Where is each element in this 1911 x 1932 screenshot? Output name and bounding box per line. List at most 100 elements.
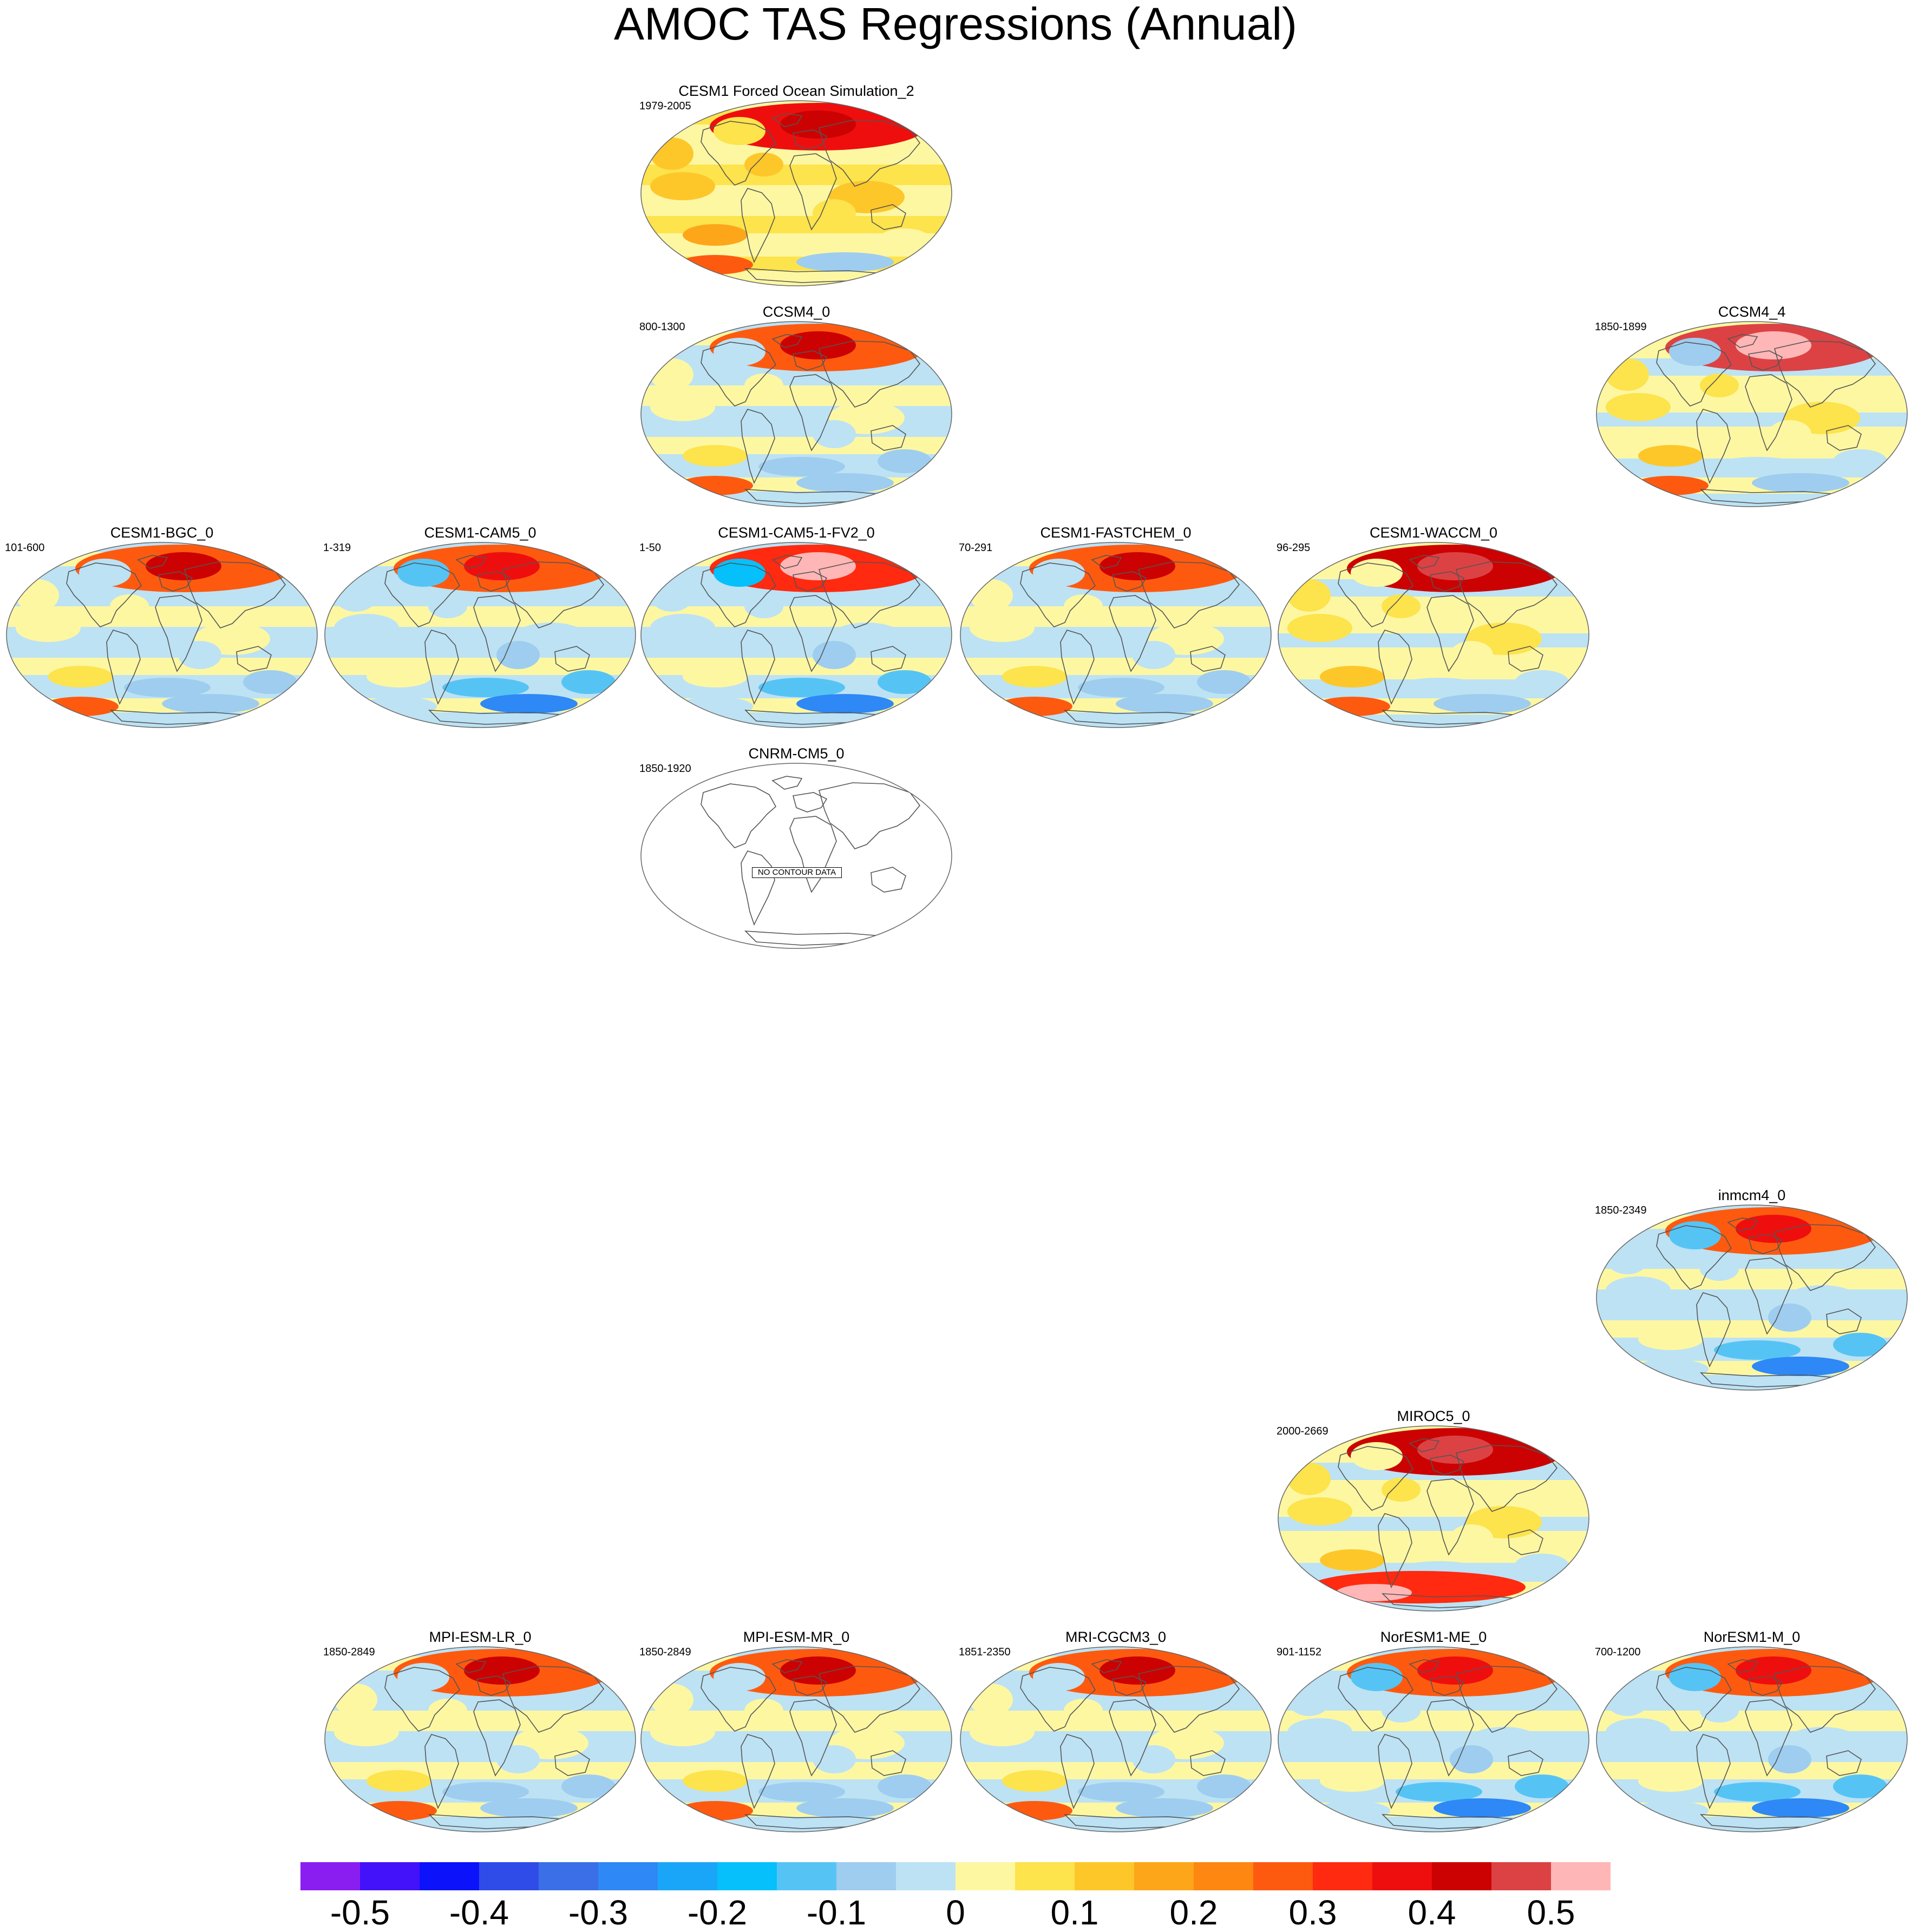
coastline	[1508, 1529, 1543, 1555]
model-panel: MRI-CGCM3_0 1851-2350	[959, 1628, 1273, 1833]
anomaly-patch	[442, 1782, 529, 1802]
anomaly-patch	[1287, 614, 1352, 642]
coastline	[792, 350, 828, 371]
world-map-icon	[6, 542, 318, 728]
coastline	[184, 561, 286, 628]
world-map-icon	[640, 321, 952, 507]
anomaly-patch	[1064, 594, 1103, 618]
anomaly-patch	[683, 1770, 748, 1792]
anomaly-patch	[1450, 1524, 1493, 1553]
coastline	[1748, 1234, 1783, 1254]
anomaly-patch	[1606, 1276, 1671, 1305]
coastline	[771, 1659, 803, 1673]
coastline	[66, 562, 142, 627]
map-border	[1278, 1425, 1589, 1612]
coastline	[1826, 1308, 1862, 1334]
anomaly-patch	[650, 614, 715, 642]
coastline	[1656, 342, 1732, 407]
model-panel: CCSM4_4 1850-1899	[1595, 303, 1909, 508]
anomaly-patch	[1197, 670, 1251, 694]
colorbar-cell	[1253, 1862, 1313, 1890]
coastline	[771, 113, 803, 127]
coastline	[1020, 562, 1096, 627]
coastline	[1091, 555, 1122, 569]
world-map-icon	[324, 1646, 636, 1832]
coastline	[871, 204, 906, 230]
anomaly-patch	[124, 678, 211, 697]
colorbar-tick-label: 0.3	[1288, 1893, 1337, 1932]
coastline	[455, 1659, 487, 1673]
colorbar-cell	[777, 1862, 836, 1890]
coastline	[1745, 1258, 1792, 1335]
coastline	[1774, 1224, 1876, 1291]
coastline	[1826, 425, 1862, 451]
model-panel: NorESM1-ME_0 901-1152	[1277, 1628, 1591, 1833]
anomaly-patch	[480, 1798, 578, 1818]
colorbar-cell	[956, 1862, 1015, 1890]
anomaly-patch	[1669, 1221, 1721, 1249]
colorbar-cell	[1432, 1862, 1491, 1890]
anomaly-patch	[1417, 1656, 1493, 1685]
anomaly-patch	[1197, 1774, 1251, 1798]
anomaly-patch	[1450, 641, 1493, 669]
anomaly-patch	[397, 1663, 449, 1691]
colorbar-cell	[1313, 1862, 1372, 1890]
coastline	[384, 1667, 461, 1732]
coastline	[789, 816, 837, 893]
colorbar-tick-label: -0.5	[330, 1893, 390, 1932]
coastline	[1745, 374, 1792, 451]
colorbar-cell	[1134, 1862, 1194, 1890]
panel-title: MPI-ESM-MR_0	[743, 1629, 850, 1645]
colorbar-cell	[479, 1862, 539, 1890]
anomaly-patch	[1736, 1656, 1811, 1685]
coastline	[701, 121, 777, 186]
anomaly-patch	[1064, 1699, 1103, 1723]
map-border	[640, 100, 952, 286]
anomaly-patch	[1752, 1357, 1849, 1376]
anomaly-patch	[1382, 1478, 1421, 1502]
anomaly-patch	[970, 579, 1013, 612]
anomaly-patch	[442, 678, 529, 697]
panel-years: 2000-2669	[1277, 1425, 1328, 1437]
anomaly-patch	[1434, 1798, 1531, 1818]
world-map-icon	[1278, 1646, 1589, 1832]
coastline	[792, 129, 828, 150]
coastline	[1508, 646, 1543, 672]
colorbar-cell	[1372, 1862, 1432, 1890]
panel-title: MIROC5_0	[1397, 1408, 1470, 1424]
coastline	[1091, 1659, 1122, 1673]
coastline	[871, 425, 906, 451]
anomaly-patch	[334, 1684, 377, 1716]
world-map-icon	[640, 763, 952, 949]
anomaly-patch	[677, 1801, 753, 1820]
colorbar-cell	[360, 1862, 420, 1890]
anomaly-patch	[1752, 1798, 1849, 1818]
anomaly-patch	[1768, 1745, 1811, 1773]
anomaly-patch	[16, 614, 81, 642]
colorbar-cell	[836, 1862, 896, 1890]
anomaly-patch	[1100, 552, 1175, 580]
anomaly-patch	[970, 1684, 1013, 1716]
world-map-icon	[1596, 1204, 1908, 1391]
colorbar-cell	[658, 1862, 717, 1890]
coastline	[1748, 1675, 1783, 1696]
coastline	[1109, 595, 1156, 672]
anomaly-patch	[1515, 670, 1569, 694]
world-map-icon	[1596, 1646, 1908, 1832]
colorbar-tick-label: -0.3	[568, 1893, 629, 1932]
anomaly-patch	[683, 224, 748, 246]
anomaly-patch	[744, 594, 783, 618]
coastline	[1060, 630, 1095, 705]
coastline	[741, 630, 775, 705]
coastline	[1338, 562, 1414, 627]
anomaly-patch	[464, 552, 540, 580]
anomaly-patch	[178, 641, 221, 669]
anomaly-patch	[480, 694, 578, 713]
coastline	[741, 409, 775, 484]
anomaly-patch	[1768, 420, 1811, 448]
anomaly-patch	[1736, 331, 1811, 359]
panel-title: NorESM1-ME_0	[1380, 1629, 1487, 1645]
anomaly-patch	[110, 594, 149, 618]
colorbar-tick-label: 0.4	[1408, 1893, 1456, 1932]
coastline	[554, 1750, 590, 1776]
